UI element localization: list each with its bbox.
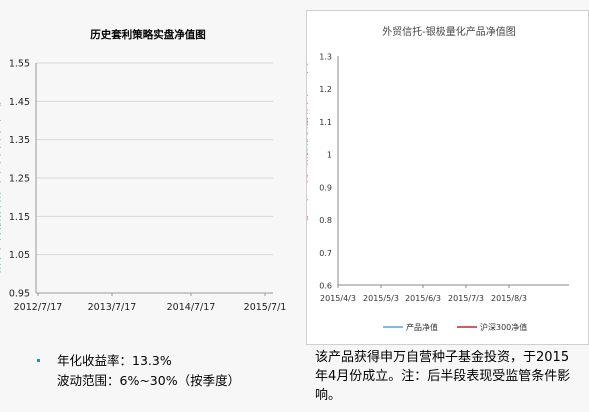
y-tick-label: 0.7 <box>319 249 332 258</box>
y-tick-label: 1.45 <box>9 97 30 108</box>
data-point <box>306 127 308 129</box>
data-point <box>306 102 308 104</box>
data-point <box>0 228 1 230</box>
x-tick-label: 2015/4/3 <box>320 294 356 303</box>
data-point <box>0 233 1 235</box>
data-point <box>0 104 1 106</box>
data-point <box>0 271 1 273</box>
data-point <box>306 119 308 121</box>
data-point <box>306 217 308 219</box>
data-point <box>306 71 308 73</box>
x-tick-label: 2015/8/3 <box>491 294 527 303</box>
legend-label: 沪深300净值 <box>480 322 527 332</box>
left-chart-panel: 历史套利策略实盘净值图 0.95 1.05 1.15 1.25 1.35 1.45 1.55 2… <box>0 10 295 328</box>
data-point <box>306 109 308 111</box>
data-point <box>0 224 1 227</box>
data-point <box>306 122 308 124</box>
data-point <box>0 162 1 164</box>
x-tick-label: 2015/5/3 <box>363 294 399 303</box>
data-point <box>306 219 308 221</box>
data-point <box>306 174 308 176</box>
data-point <box>0 211 1 214</box>
data-point <box>306 199 308 201</box>
data-point <box>306 138 308 140</box>
data-point <box>0 146 1 148</box>
data-point <box>306 120 308 122</box>
data-point <box>306 112 308 114</box>
data-point <box>0 238 1 240</box>
data-point <box>306 94 308 96</box>
legend-label: 产品净值 <box>406 322 438 332</box>
data-point <box>0 171 1 173</box>
data-point <box>0 102 1 104</box>
annual-return-text: 年化收益率：13.3% <box>57 353 172 368</box>
data-point <box>0 215 1 217</box>
x-tick-label: 2012/7/17 <box>14 302 63 313</box>
data-point <box>0 219 1 221</box>
data-point <box>0 131 1 133</box>
historical-nav-chart: 历史套利策略实盘净值图 0.95 1.05 1.15 1.25 1.35 1.45 1.55 2… <box>0 28 287 313</box>
fund-note-text: 该产品获得申万自营种子基金投资，于2015年4月份成立。注：后半段表现受监管条件… <box>315 350 571 403</box>
bullet-dot-icon <box>37 359 40 362</box>
data-point <box>0 181 1 183</box>
data-point <box>306 133 308 136</box>
data-point <box>0 196 1 198</box>
y-tick-label: 1.25 <box>9 174 30 185</box>
data-point <box>0 206 1 208</box>
y-tick-label: 1.15 <box>9 212 30 223</box>
y-tick-label: 0.8 <box>319 216 332 225</box>
volatility-range-text: 波动范围：6%~30%（按季度） <box>57 373 241 388</box>
data-point <box>0 154 1 156</box>
data-point <box>306 150 308 152</box>
data-point <box>0 267 1 269</box>
product-nav-chart: 外贸信托-银极量化产品净值图 0.6 0.7 0.8 0.9 1 1.1 1.2 1.3 2015… <box>306 25 569 332</box>
y-tick-label: 1.1 <box>319 118 332 127</box>
data-point <box>306 124 308 126</box>
data-point <box>0 200 1 202</box>
y-tick-label: 0.9 <box>319 183 332 192</box>
y-tick-label: 1.3 <box>319 53 332 62</box>
y-tick-label: 1.35 <box>9 135 30 146</box>
data-point <box>306 181 308 183</box>
data-point <box>306 132 308 134</box>
data-point <box>306 156 308 158</box>
data-point <box>306 152 308 154</box>
data-point <box>0 139 1 141</box>
y-tick-label: 1.55 <box>9 59 30 70</box>
data-point <box>306 140 308 142</box>
data-point <box>0 223 1 225</box>
x-tick-label: 2015/6/3 <box>405 294 441 303</box>
data-point <box>306 143 308 145</box>
y-tick-label: 1 <box>327 151 332 160</box>
data-point <box>0 263 1 265</box>
data-point <box>0 192 1 194</box>
y-tick-label: 1.05 <box>9 250 30 261</box>
data-point <box>306 176 308 178</box>
data-point <box>306 63 308 65</box>
data-point <box>306 148 308 150</box>
right-chart-panel: 外贸信托-银极量化产品净值图 0.6 0.7 0.8 0.9 1 1.1 1.2 1.3 2015… <box>306 10 589 345</box>
data-point <box>0 119 1 122</box>
data-point <box>306 163 308 165</box>
y-tick-label: 0.95 <box>9 289 30 300</box>
data-point <box>306 153 308 155</box>
x-tick-label: 2014/7/17 <box>167 302 216 313</box>
data-point <box>306 215 308 217</box>
x-tick-label: 2015/7/3 <box>448 294 484 303</box>
data-point <box>0 248 1 250</box>
data-point <box>306 160 308 162</box>
chart-title: 历史套利策略实盘净值图 <box>90 28 206 41</box>
x-tick-label: 2015/7/1 <box>244 302 287 313</box>
y-tick-label: 1.2 <box>319 85 332 94</box>
y-tick-label: 0.6 <box>319 282 332 291</box>
data-point <box>0 257 1 260</box>
chart-title: 外贸信托-银极量化产品净值图 <box>382 25 516 38</box>
x-tick-label: 2013/7/17 <box>88 302 137 313</box>
data-point <box>306 117 308 119</box>
